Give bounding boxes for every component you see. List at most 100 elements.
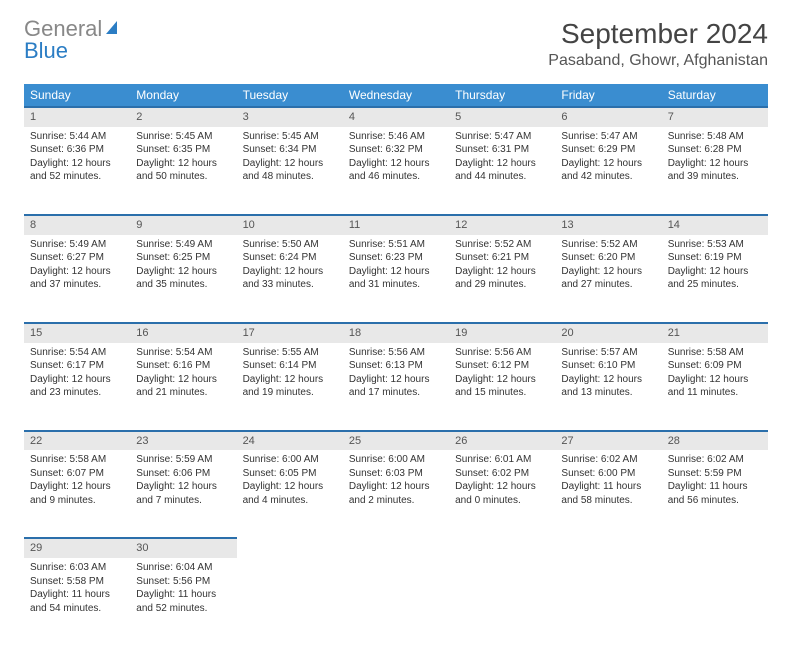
empty-cell xyxy=(237,558,343,646)
day-cell: Sunrise: 5:48 AMSunset: 6:28 PMDaylight:… xyxy=(662,127,768,215)
day-number: 26 xyxy=(449,431,555,451)
daylight-text: Daylight: 12 hours and 42 minutes. xyxy=(561,157,655,184)
sunrise-text: Sunrise: 5:53 AM xyxy=(668,238,762,252)
day-number: 5 xyxy=(449,107,555,127)
daylight-text: Daylight: 12 hours and 35 minutes. xyxy=(136,265,230,292)
daylight-text: Daylight: 12 hours and 4 minutes. xyxy=(243,480,337,507)
sunrise-text: Sunrise: 6:02 AM xyxy=(561,453,655,467)
day-cell: Sunrise: 5:47 AMSunset: 6:29 PMDaylight:… xyxy=(555,127,661,215)
day-cell: Sunrise: 5:47 AMSunset: 6:31 PMDaylight:… xyxy=(449,127,555,215)
daylight-text: Daylight: 12 hours and 13 minutes. xyxy=(561,373,655,400)
daylight-text: Daylight: 12 hours and 17 minutes. xyxy=(349,373,443,400)
sunset-text: Sunset: 6:28 PM xyxy=(668,143,762,157)
daylight-text: Daylight: 12 hours and 37 minutes. xyxy=(30,265,124,292)
day-number: 30 xyxy=(130,538,236,558)
day-number: 1 xyxy=(24,107,130,127)
logo-text-blue: Blue xyxy=(24,38,68,63)
day-cell: Sunrise: 5:56 AMSunset: 6:13 PMDaylight:… xyxy=(343,343,449,431)
sunrise-text: Sunrise: 5:59 AM xyxy=(136,453,230,467)
sunrise-text: Sunrise: 6:00 AM xyxy=(243,453,337,467)
logo-sail-icon xyxy=(105,20,123,36)
day-number-row: 1234567 xyxy=(24,107,768,127)
day-number: 29 xyxy=(24,538,130,558)
daylight-text: Daylight: 12 hours and 2 minutes. xyxy=(349,480,443,507)
day-number-row: 2930 xyxy=(24,538,768,558)
sunset-text: Sunset: 6:23 PM xyxy=(349,251,443,265)
daylight-text: Daylight: 12 hours and 0 minutes. xyxy=(455,480,549,507)
sunset-text: Sunset: 6:07 PM xyxy=(30,467,124,481)
day-number-row: 15161718192021 xyxy=(24,323,768,343)
sunrise-text: Sunrise: 5:52 AM xyxy=(561,238,655,252)
weekday-header: Tuesday xyxy=(237,84,343,107)
sunset-text: Sunset: 6:29 PM xyxy=(561,143,655,157)
weekday-header: Thursday xyxy=(449,84,555,107)
empty-cell xyxy=(662,538,768,558)
sunrise-text: Sunrise: 6:04 AM xyxy=(136,561,230,575)
sunset-text: Sunset: 6:03 PM xyxy=(349,467,443,481)
daylight-text: Daylight: 12 hours and 50 minutes. xyxy=(136,157,230,184)
daylight-text: Daylight: 12 hours and 27 minutes. xyxy=(561,265,655,292)
sunset-text: Sunset: 6:20 PM xyxy=(561,251,655,265)
daylight-text: Daylight: 12 hours and 31 minutes. xyxy=(349,265,443,292)
day-number: 25 xyxy=(343,431,449,451)
location: Pasaband, Ghowr, Afghanistan xyxy=(548,52,768,70)
day-cell: Sunrise: 6:02 AMSunset: 6:00 PMDaylight:… xyxy=(555,450,661,538)
day-content-row: Sunrise: 5:58 AMSunset: 6:07 PM Daylight:… xyxy=(24,450,768,538)
day-number: 12 xyxy=(449,215,555,235)
day-cell: Sunrise: 5:54 AMSunset: 6:17 PMDaylight:… xyxy=(24,343,130,431)
daylight-text: Daylight: 11 hours and 58 minutes. xyxy=(561,480,655,507)
day-number: 9 xyxy=(130,215,236,235)
daylight-text: Daylight: 12 hours and 11 minutes. xyxy=(668,373,762,400)
empty-cell xyxy=(449,558,555,646)
day-number: 16 xyxy=(130,323,236,343)
daylight-text: Daylight: 12 hours and 39 minutes. xyxy=(668,157,762,184)
day-content-row: Sunrise: 5:54 AMSunset: 6:17 PMDaylight:… xyxy=(24,343,768,431)
sunrise-text: Sunrise: 5:56 AM xyxy=(455,346,549,360)
day-number: 7 xyxy=(662,107,768,127)
day-number-row: 891011121314 xyxy=(24,215,768,235)
sunrise-text: Sunrise: 6:03 AM xyxy=(30,561,124,575)
sunset-text: Sunset: 6:02 PM xyxy=(455,467,549,481)
sunset-text: Sunset: 5:56 PM xyxy=(136,575,230,589)
daylight-text: Daylight: 12 hours and 48 minutes. xyxy=(243,157,337,184)
day-content-row: Sunrise: 6:03 AMSunset: 5:58 PMDaylight:… xyxy=(24,558,768,646)
day-cell: Sunrise: 6:00 AMSunset: 6:05 PMDaylight:… xyxy=(237,450,343,538)
empty-cell xyxy=(555,558,661,646)
day-number: 4 xyxy=(343,107,449,127)
sunset-text: Sunset: 6:27 PM xyxy=(30,251,124,265)
day-number: 10 xyxy=(237,215,343,235)
day-number: 18 xyxy=(343,323,449,343)
sunrise-text: Sunrise: 5:58 AM xyxy=(30,453,124,467)
daylight-text: Daylight: 11 hours and 56 minutes. xyxy=(668,480,762,507)
sunrise-text: Sunrise: 5:55 AM xyxy=(243,346,337,360)
day-number: 3 xyxy=(237,107,343,127)
day-cell: Sunrise: 6:02 AMSunset: 5:59 PMDaylight:… xyxy=(662,450,768,538)
month-title: September 2024 xyxy=(548,18,768,50)
day-cell: Sunrise: 6:04 AMSunset: 5:56 PMDaylight:… xyxy=(130,558,236,646)
day-cell: Sunrise: 5:56 AMSunset: 6:12 PMDaylight:… xyxy=(449,343,555,431)
day-number: 14 xyxy=(662,215,768,235)
daylight-text: Daylight: 12 hours and 15 minutes. xyxy=(455,373,549,400)
sunset-text: Sunset: 6:19 PM xyxy=(668,251,762,265)
sunrise-text: Sunrise: 5:54 AM xyxy=(136,346,230,360)
day-cell: Sunrise: 5:45 AMSunset: 6:34 PMDaylight:… xyxy=(237,127,343,215)
day-number: 15 xyxy=(24,323,130,343)
day-cell: Sunrise: 5:51 AMSunset: 6:23 PMDaylight:… xyxy=(343,235,449,323)
sunrise-text: Sunrise: 5:45 AM xyxy=(136,130,230,144)
day-number: 21 xyxy=(662,323,768,343)
sunset-text: Sunset: 6:36 PM xyxy=(30,143,124,157)
day-cell: Sunrise: 5:52 AMSunset: 6:20 PMDaylight:… xyxy=(555,235,661,323)
day-number: 27 xyxy=(555,431,661,451)
sunrise-text: Sunrise: 5:47 AM xyxy=(561,130,655,144)
day-number: 19 xyxy=(449,323,555,343)
day-cell: Sunrise: 5:49 AMSunset: 6:27 PMDaylight:… xyxy=(24,235,130,323)
sunrise-text: Sunrise: 5:44 AM xyxy=(30,130,124,144)
day-number: 13 xyxy=(555,215,661,235)
sunset-text: Sunset: 6:14 PM xyxy=(243,359,337,373)
day-number-row: 22232425262728 xyxy=(24,431,768,451)
sunrise-text: Sunrise: 5:47 AM xyxy=(455,130,549,144)
day-number: 2 xyxy=(130,107,236,127)
sunset-text: Sunset: 6:00 PM xyxy=(561,467,655,481)
calendar-table: SundayMondayTuesdayWednesdayThursdayFrid… xyxy=(24,84,768,646)
daylight-text: Daylight: 12 hours and 7 minutes. xyxy=(136,480,230,507)
